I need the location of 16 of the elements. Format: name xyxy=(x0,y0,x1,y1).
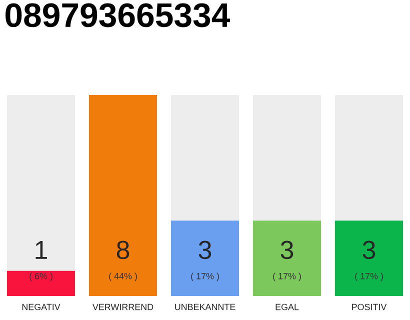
chart-title: 089793665334 xyxy=(6,3,230,28)
x-tick-label: VERWIRREND xyxy=(92,304,154,310)
x-tick-label: UNBEKANNTE xyxy=(175,304,236,310)
data-label: 3 xyxy=(198,240,212,260)
x-tick-label: NEGATIV xyxy=(22,304,60,310)
annotation: ( 17% ) xyxy=(191,272,219,282)
annotation: ( 17% ) xyxy=(273,272,301,282)
data-label: 3 xyxy=(280,240,294,260)
data-label: 1 xyxy=(36,241,47,259)
annotation: ( 17% ) xyxy=(355,272,383,282)
x-tick-label: POSITIV xyxy=(352,304,387,310)
annotation: ( 6% ) xyxy=(30,272,52,282)
x-tick-label: EGAL xyxy=(276,304,299,310)
data-label: 8 xyxy=(116,240,130,260)
data-label: 3 xyxy=(362,240,376,260)
annotation: ( 44% ) xyxy=(109,272,137,282)
